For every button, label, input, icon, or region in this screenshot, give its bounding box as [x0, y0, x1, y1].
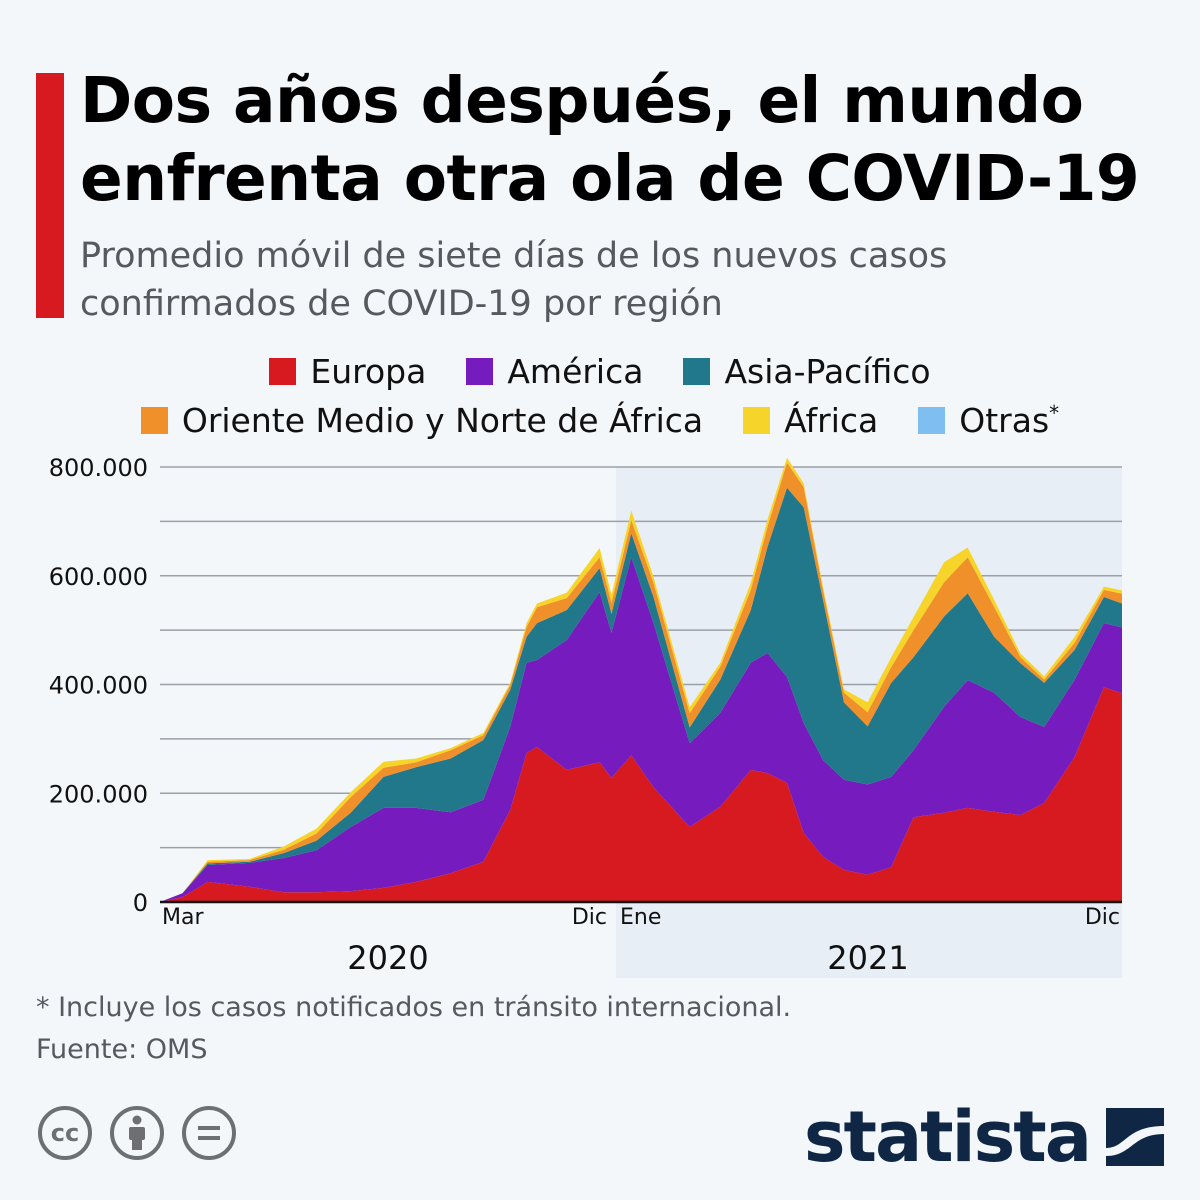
legend-item-europa: Europa — [269, 352, 426, 391]
x-tick-label: Mar — [162, 905, 204, 930]
y-tick-label: 800.000 — [49, 454, 148, 482]
attribution-icon[interactable] — [110, 1106, 164, 1160]
y-tick-label: 400.000 — [49, 672, 148, 700]
area-series-am-rica — [160, 557, 1122, 902]
y-tick-label: 600.000 — [49, 563, 148, 591]
legend-swatch — [140, 407, 168, 434]
no-derivatives-icon[interactable] — [182, 1106, 236, 1160]
footnote-marker: * — [1049, 401, 1060, 425]
cc-icon[interactable]: cc — [38, 1106, 92, 1160]
x-year-label: 2020 — [347, 939, 428, 977]
title-accent-bar — [36, 73, 64, 318]
legend-label: África — [784, 401, 879, 440]
legend-item-america: América — [466, 352, 643, 391]
chart-title: Dos años después, el mundo enfrenta otra… — [80, 64, 1140, 215]
x-year-label: 2021 — [827, 939, 908, 977]
x-tick-label: Dic — [1085, 905, 1120, 930]
legend-row-2: Oriente Medio y Norte de África África O… — [0, 401, 1200, 440]
legend-item-africa: África — [743, 401, 878, 440]
legend-swatch — [918, 407, 946, 434]
area-series--frica — [160, 457, 1122, 902]
statista-wordmark: statista — [803, 1096, 1092, 1178]
legend-label: Asia-Pacífico — [724, 352, 931, 391]
area-series-asia-pac-fico — [160, 487, 1122, 902]
legend-label: Europa — [310, 352, 427, 391]
legend-label: América — [507, 352, 644, 391]
legend-swatch — [743, 407, 771, 434]
y-tick-label: 200.000 — [49, 780, 148, 808]
x-tick-label: Ene — [620, 905, 661, 930]
legend-row-1: Europa América Asia-Pacífico — [0, 352, 1200, 391]
legend-item-oriente-medio: Oriente Medio y Norte de África — [140, 401, 704, 440]
source: Fuente: OMS — [36, 1034, 208, 1065]
area-series-oriente-medio-y-norte-de-frica — [160, 462, 1122, 902]
y-tick-label: 0 — [133, 889, 148, 917]
statista-logo[interactable]: statista — [804, 1096, 1164, 1178]
legend-label: Otras — [959, 401, 1050, 440]
legend-item-asia-pacifico: Asia-Pacífico — [683, 352, 931, 391]
chart-subtitle: Promedio móvil de siete días de los nuev… — [80, 236, 948, 324]
legend-swatch — [466, 358, 494, 385]
legend-item-otras: Otras* — [918, 401, 1059, 440]
legend-label: Oriente Medio y Norte de África — [181, 401, 704, 440]
footnote: * Incluye los casos notificados en tráns… — [36, 992, 792, 1023]
legend-swatch — [683, 358, 711, 385]
legend-swatch — [269, 358, 297, 385]
area-series-europa — [160, 687, 1122, 902]
x-tick-label: Dic — [572, 905, 607, 930]
statista-logo-icon — [1106, 1108, 1164, 1166]
